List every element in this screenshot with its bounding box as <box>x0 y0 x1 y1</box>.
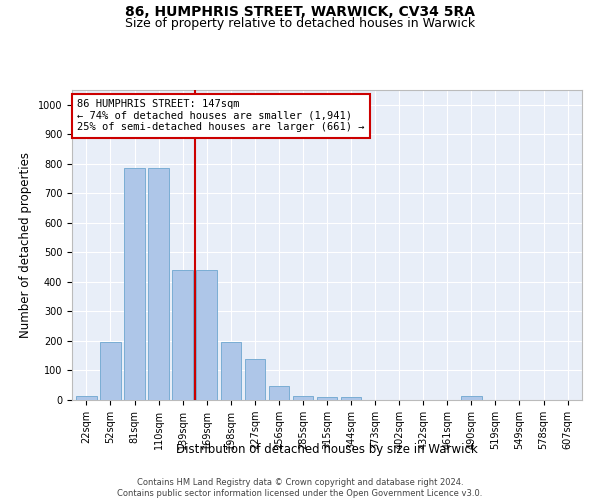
Bar <box>124 168 145 400</box>
Y-axis label: Number of detached properties: Number of detached properties <box>19 152 32 338</box>
Bar <box>245 358 265 400</box>
Text: 86 HUMPHRIS STREET: 147sqm
← 74% of detached houses are smaller (1,941)
25% of s: 86 HUMPHRIS STREET: 147sqm ← 74% of deta… <box>77 100 365 132</box>
Bar <box>196 270 217 400</box>
Text: Contains HM Land Registry data © Crown copyright and database right 2024.
Contai: Contains HM Land Registry data © Crown c… <box>118 478 482 498</box>
Bar <box>293 396 313 400</box>
Text: 86, HUMPHRIS STREET, WARWICK, CV34 5RA: 86, HUMPHRIS STREET, WARWICK, CV34 5RA <box>125 5 475 19</box>
Bar <box>100 342 121 400</box>
Text: Size of property relative to detached houses in Warwick: Size of property relative to detached ho… <box>125 18 475 30</box>
Bar <box>148 168 169 400</box>
Bar <box>221 342 241 400</box>
Bar <box>76 396 97 400</box>
Bar <box>269 386 289 400</box>
Bar <box>341 397 361 400</box>
Bar <box>172 270 193 400</box>
Bar <box>461 396 482 400</box>
Text: Distribution of detached houses by size in Warwick: Distribution of detached houses by size … <box>176 442 478 456</box>
Bar <box>317 397 337 400</box>
